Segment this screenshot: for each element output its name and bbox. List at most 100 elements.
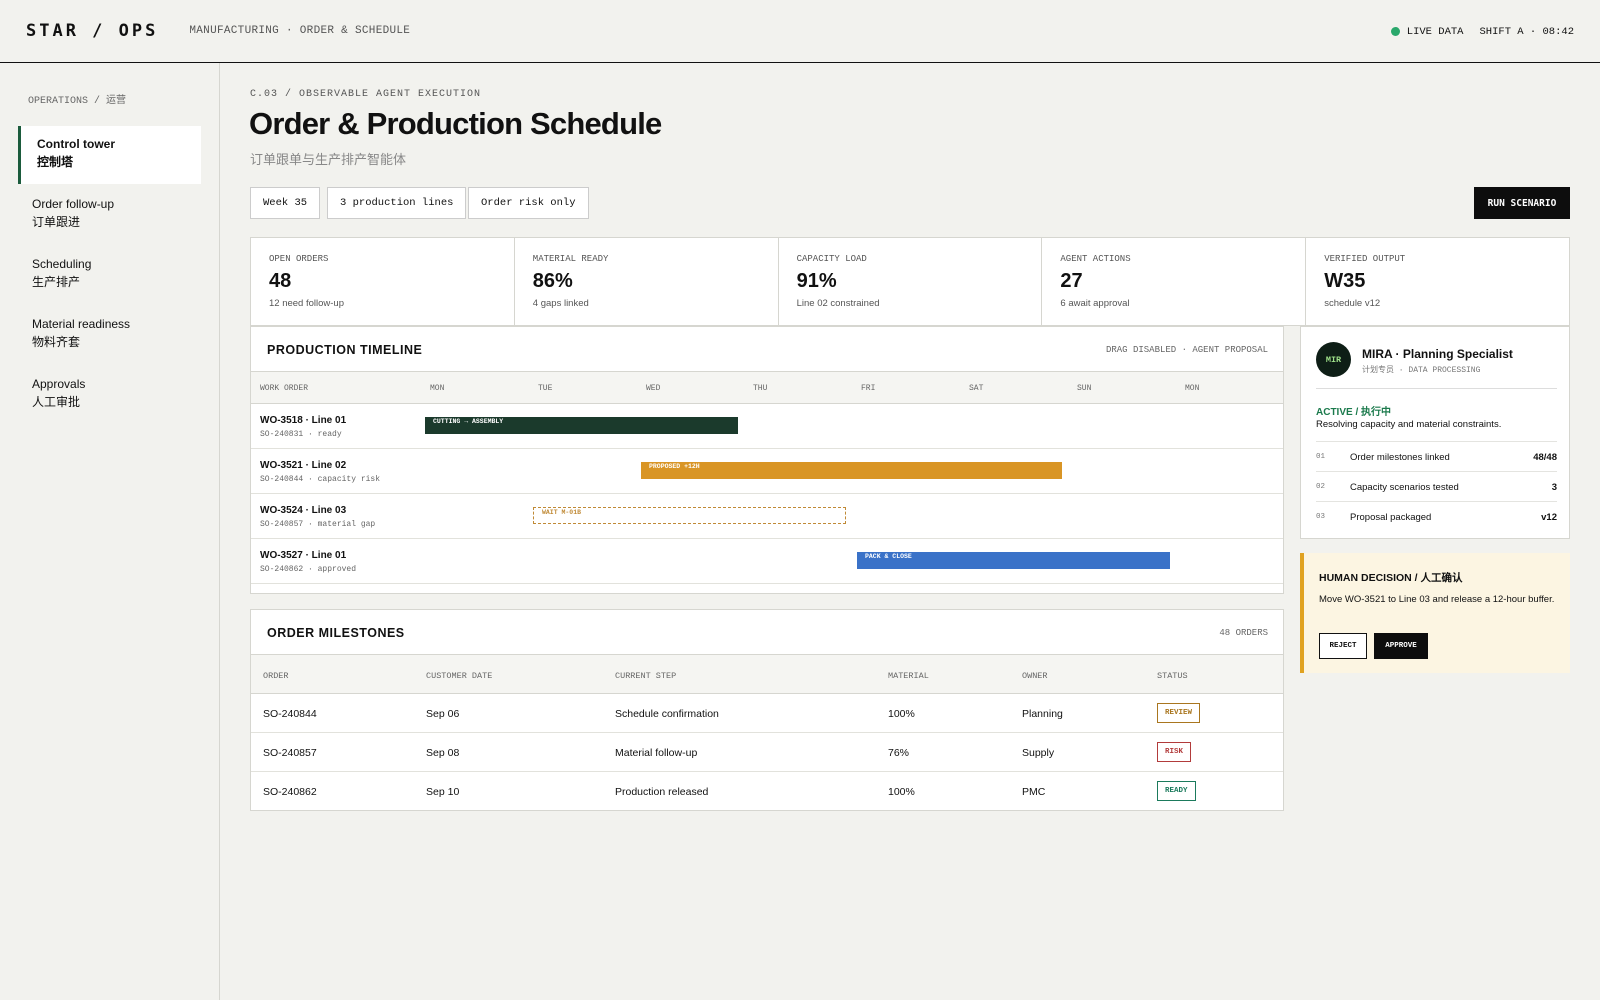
status-area: LIVE DATA SHIFT A · 08:42 [1390, 0, 1574, 63]
filter-order-risk[interactable]: Order risk only [468, 187, 589, 219]
app-logo[interactable]: STAR / OPS [26, 21, 159, 41]
timeline-row: WO-3524 · Line 03 SO-240857 · material g… [251, 494, 1283, 539]
kpi-capacity-load: CAPACITY LOAD 91% Line 02 constrained [779, 238, 1043, 325]
order-id: SO-240862 [263, 786, 317, 798]
work-order-id: WO-3521 · Line 02 [260, 460, 347, 471]
sidebar-item-sublabel: 人工审批 [32, 395, 81, 409]
decision-text: Move WO-3521 to Line 03 and release a 12… [1319, 594, 1555, 605]
agent-card: MIR MIRA · Planning Specialist 计划专员 · DA… [1300, 326, 1570, 539]
work-order-id: WO-3527 · Line 01 [260, 550, 347, 561]
order-id: SO-240857 [263, 747, 317, 759]
sidebar-item-label: Control tower [37, 137, 115, 151]
order-milestones-panel: ORDER MILESTONES 48 ORDERS ORDER CUSTOME… [250, 609, 1284, 811]
day-header: MON [1185, 384, 1200, 393]
approve-button[interactable]: APPROVE [1374, 633, 1428, 659]
step-value: v12 [1541, 512, 1557, 523]
sidebar-item-label: Scheduling [32, 257, 92, 271]
shift-label: SHIFT A · 08:42 [1479, 25, 1574, 38]
column-header: ORDER [263, 671, 289, 681]
kpi-note: Line 02 constrained [796, 298, 880, 309]
table-row[interactable]: SO-240844 Sep 06 Schedule confirmation 1… [251, 694, 1283, 733]
day-header: FRI [861, 384, 876, 393]
table-row[interactable]: SO-240862 Sep 10 Production released 100… [251, 772, 1283, 811]
kpi-value: 27 [1060, 270, 1083, 292]
kpi-note: 4 gaps linked [532, 298, 589, 309]
schedule-bar[interactable]: CUTTING → ASSEMBLY [425, 417, 739, 434]
page-title: Order & Production Schedule [249, 106, 662, 141]
customer-date: Sep 08 [426, 747, 460, 759]
agent-role: 计划专员 · DATA PROCESSING [1362, 366, 1481, 375]
step-number: 01 [1316, 453, 1326, 461]
agent-step: 01 Order milestones linked 48/48 [1316, 441, 1557, 471]
top-breadcrumb: MANUFACTURING · ORDER & SCHEDULE [189, 25, 411, 37]
schedule-bar[interactable]: PROPOSED +12H [641, 462, 1063, 479]
production-timeline-panel: PRODUCTION TIMELINE DRAG DISABLED · AGEN… [250, 326, 1284, 594]
sidebar-item-sublabel: 控制塔 [37, 155, 74, 169]
day-header: MON [430, 384, 445, 393]
sidebar-item-approvals[interactable]: Approvals 人工审批 [18, 366, 201, 424]
current-step: Material follow-up [615, 747, 698, 759]
day-header: SAT [969, 384, 984, 393]
kpi-strip: OPEN ORDERS 48 12 need follow-up MATERIA… [250, 237, 1570, 326]
sidebar-item-label: Approvals [32, 377, 86, 391]
column-header: CURRENT STEP [615, 671, 677, 681]
customer-date: Sep 10 [426, 786, 460, 798]
kpi-label: OPEN ORDERS [269, 254, 329, 264]
sidebar-item-label: Order follow-up [32, 197, 115, 211]
material-percent: 100% [888, 786, 915, 798]
timeline-row: WO-3527 · Line 01 SO-240862 · approved P… [251, 539, 1283, 584]
column-header: WORK ORDER [260, 384, 309, 393]
sidebar-item-order-follow-up[interactable]: Order follow-up 订单跟进 [18, 186, 201, 244]
day-header: SUN [1077, 384, 1092, 393]
sidebar-item-control-tower[interactable]: Control tower 控制塔 [18, 126, 201, 184]
milestones-title: ORDER MILESTONES [267, 626, 405, 640]
kpi-value: 91% [796, 270, 837, 292]
step-value: 48/48 [1533, 452, 1557, 463]
kpi-value: 86% [532, 270, 573, 292]
kpi-label: CAPACITY LOAD [796, 254, 867, 264]
kpi-open-orders: OPEN ORDERS 48 12 need follow-up [251, 238, 515, 325]
table-row[interactable]: SO-240857 Sep 08 Material follow-up 76% … [251, 733, 1283, 772]
timeline-row: WO-3518 · Line 01 SO-240831 · ready CUTT… [251, 404, 1283, 449]
column-header: MATERIAL [888, 671, 929, 681]
status-badge: REVIEW [1157, 703, 1201, 723]
avatar: MIR [1316, 342, 1351, 377]
step-number: 02 [1316, 483, 1326, 491]
sales-order-status: SO-240844 · capacity risk [260, 475, 381, 484]
sales-order-status: SO-240857 · material gap [260, 520, 376, 529]
kpi-label: AGENT ACTIONS [1060, 254, 1131, 264]
order-id: SO-240844 [263, 708, 317, 720]
kpi-value: 48 [269, 270, 292, 292]
sidebar-item-sublabel: 物料齐套 [32, 335, 81, 349]
timeline-row: WO-3521 · Line 02 SO-240844 · capacity r… [251, 449, 1283, 494]
top-bar: STAR / OPS MANUFACTURING · ORDER & SCHED… [0, 0, 1600, 63]
owner: Planning [1022, 708, 1063, 720]
status-badge: READY [1157, 781, 1196, 801]
current-step: Production released [615, 786, 709, 798]
filter-production-lines[interactable]: 3 production lines [327, 187, 467, 219]
owner: PMC [1022, 786, 1046, 798]
step-value: 3 [1551, 482, 1557, 493]
sidebar-item-scheduling[interactable]: Scheduling 生产排产 [18, 246, 201, 304]
step-number: 03 [1316, 513, 1326, 521]
agent-step: 02 Capacity scenarios tested 3 [1316, 471, 1557, 501]
step-text: Proposal packaged [1350, 512, 1432, 523]
schedule-bar[interactable]: PACK & CLOSE [857, 552, 1171, 569]
kpi-agent-actions: AGENT ACTIONS 27 6 await approval [1042, 238, 1307, 325]
schedule-bar[interactable]: WAIT M-01B [533, 507, 847, 524]
sidebar-heading: OPERATIONS / 运营 [28, 96, 127, 107]
sidebar-item-label: Material readiness [32, 317, 131, 331]
kpi-note: schedule v12 [1324, 298, 1381, 309]
material-percent: 100% [888, 708, 915, 720]
human-decision-card: HUMAN DECISION / 人工确认 Move WO-3521 to Li… [1300, 553, 1570, 673]
sidebar-item-material-readiness[interactable]: Material readiness 物料齐套 [18, 306, 201, 364]
column-header: OWNER [1022, 671, 1048, 681]
reject-button[interactable]: REJECT [1319, 633, 1367, 659]
column-header: CUSTOMER DATE [426, 671, 493, 681]
material-percent: 76% [888, 747, 910, 759]
timeline-header: WORK ORDER MON TUE WED THU FRI SAT SUN M… [251, 371, 1283, 404]
agent-status: ACTIVE / 执行中 [1316, 407, 1392, 418]
run-scenario-button[interactable]: RUN SCENARIO [1474, 187, 1570, 219]
customer-date: Sep 06 [426, 708, 460, 720]
filter-week[interactable]: Week 35 [250, 187, 321, 219]
